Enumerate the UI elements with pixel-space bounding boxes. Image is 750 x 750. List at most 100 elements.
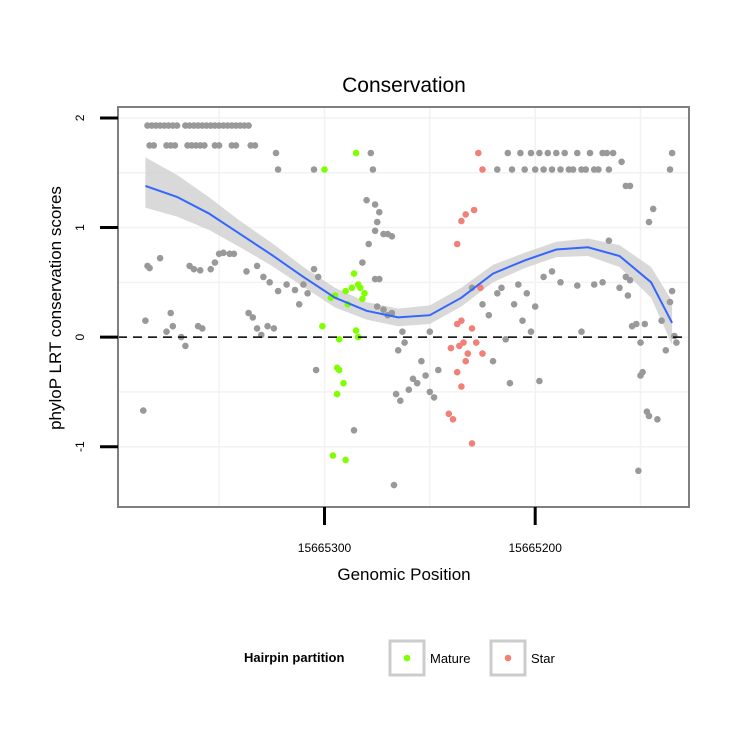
point-other bbox=[156, 254, 164, 262]
point-other bbox=[310, 166, 318, 173]
legend-title: Hairpin partition bbox=[244, 650, 344, 665]
point-other bbox=[283, 281, 290, 288]
legend-label-mature: Mature bbox=[430, 651, 470, 666]
chart-title: Conservation bbox=[342, 74, 466, 97]
point-mature bbox=[329, 452, 337, 459]
point-other bbox=[373, 218, 381, 226]
point-other bbox=[266, 279, 274, 286]
point-other bbox=[540, 273, 547, 281]
point-other bbox=[365, 240, 373, 248]
point-other bbox=[426, 388, 434, 396]
point-other bbox=[654, 416, 661, 423]
point-other bbox=[668, 149, 676, 157]
point-other bbox=[245, 122, 252, 129]
point-other bbox=[390, 481, 398, 489]
point-other bbox=[251, 142, 259, 149]
point-other bbox=[409, 375, 417, 383]
point-star bbox=[462, 211, 470, 218]
point-mature bbox=[350, 270, 358, 277]
point-mature bbox=[359, 295, 366, 303]
point-other bbox=[260, 273, 267, 281]
smooth-line bbox=[145, 184, 673, 324]
point-other bbox=[624, 292, 632, 299]
point-other bbox=[523, 290, 531, 297]
series-other bbox=[140, 122, 680, 489]
point-other bbox=[373, 303, 381, 310]
point-other bbox=[574, 282, 581, 289]
point-other bbox=[671, 332, 678, 340]
point-other bbox=[494, 166, 501, 173]
point-other bbox=[300, 281, 307, 288]
point-other bbox=[310, 265, 318, 273]
y-tick-label: -1 bbox=[73, 441, 87, 452]
point-other bbox=[605, 237, 613, 244]
point-other bbox=[521, 166, 528, 173]
point-star bbox=[472, 339, 480, 346]
point-star bbox=[470, 206, 478, 214]
point-other bbox=[314, 273, 322, 281]
x-tick-label: 15665300 bbox=[298, 541, 352, 555]
point-other bbox=[230, 250, 238, 258]
point-other bbox=[544, 149, 552, 157]
point-star bbox=[475, 149, 482, 157]
point-other bbox=[163, 328, 170, 336]
point-other bbox=[169, 322, 177, 330]
point-other bbox=[502, 336, 510, 343]
point-other bbox=[190, 265, 198, 273]
point-other bbox=[540, 166, 547, 173]
point-other bbox=[359, 259, 366, 266]
point-other bbox=[578, 328, 585, 336]
point-other bbox=[574, 149, 581, 157]
point-other bbox=[371, 227, 379, 235]
point-other bbox=[618, 158, 625, 166]
point-other bbox=[413, 379, 421, 387]
point-mature bbox=[342, 287, 349, 295]
point-other bbox=[220, 249, 227, 257]
point-other bbox=[536, 377, 543, 385]
x-axis-title: Genomic Position bbox=[337, 565, 470, 584]
point-other bbox=[626, 276, 634, 284]
point-other bbox=[146, 264, 153, 272]
point-other bbox=[371, 201, 379, 208]
point-other bbox=[196, 267, 204, 274]
point-other bbox=[142, 317, 149, 325]
point-other bbox=[519, 317, 526, 325]
point-other bbox=[635, 467, 642, 475]
point-other bbox=[171, 142, 179, 149]
point-other bbox=[274, 287, 282, 295]
point-mature bbox=[333, 364, 341, 372]
point-other bbox=[422, 372, 429, 379]
point-other bbox=[633, 320, 640, 328]
point-other bbox=[167, 309, 174, 317]
point-other bbox=[435, 366, 442, 374]
point-other bbox=[243, 268, 250, 275]
point-other bbox=[494, 290, 501, 297]
point-other bbox=[510, 301, 518, 308]
point-mature bbox=[357, 284, 364, 292]
point-other bbox=[272, 149, 280, 157]
point-other bbox=[350, 427, 358, 434]
point-other bbox=[363, 196, 370, 204]
point-other bbox=[643, 408, 651, 416]
point-other bbox=[616, 284, 623, 292]
legend-key-star bbox=[504, 654, 512, 662]
point-other bbox=[641, 320, 649, 328]
legend-entry-star: Star bbox=[489, 639, 556, 677]
point-other bbox=[595, 166, 602, 173]
point-other bbox=[201, 142, 208, 149]
point-other bbox=[304, 290, 311, 297]
point-other bbox=[666, 298, 674, 306]
point-star bbox=[479, 166, 486, 173]
point-other bbox=[199, 325, 206, 332]
point-other bbox=[215, 142, 223, 149]
point-other bbox=[508, 166, 516, 173]
point-mature bbox=[321, 166, 328, 173]
point-other bbox=[405, 386, 413, 394]
series-mature bbox=[319, 149, 368, 464]
point-other bbox=[399, 328, 406, 336]
point-other bbox=[515, 281, 522, 288]
y-tick-label: 0 bbox=[73, 333, 87, 340]
legend-key-box bbox=[388, 639, 426, 677]
y-tick-label: 1 bbox=[73, 224, 87, 231]
point-other bbox=[426, 328, 434, 336]
